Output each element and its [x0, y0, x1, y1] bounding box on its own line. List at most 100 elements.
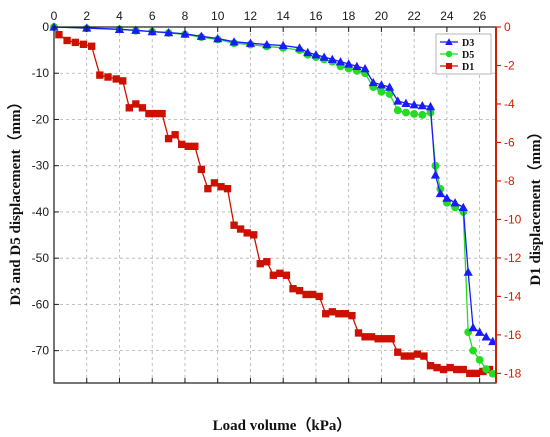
y-left-tick-label: -10 — [32, 66, 50, 80]
data-point-d1 — [96, 71, 104, 79]
x-axis-title: Load volume（kPa） — [213, 416, 352, 434]
data-point-d3 — [463, 267, 473, 276]
x-tick-label: 26 — [473, 9, 487, 23]
data-point-d1 — [87, 42, 96, 50]
data-point-d3 — [335, 57, 346, 66]
data-point-d1 — [374, 335, 382, 343]
data-point-d1 — [151, 109, 160, 118]
data-point-d1 — [394, 348, 402, 356]
y-right-tick-label: -16 — [504, 328, 522, 342]
data-point-d5 — [488, 369, 497, 378]
data-point-d3 — [430, 170, 441, 179]
y-right-tick-label: -8 — [504, 174, 515, 188]
data-point-d1 — [466, 369, 474, 378]
data-point-d1 — [191, 142, 199, 150]
data-point-d3 — [319, 52, 329, 61]
data-point-d1 — [210, 179, 219, 187]
data-point-d3 — [303, 47, 313, 57]
data-point-d3 — [311, 50, 321, 59]
y-right-tick-label: -12 — [504, 251, 522, 265]
y-left-tick-label: -50 — [32, 251, 50, 265]
data-point-d3 — [368, 77, 378, 87]
y-left-tick-label: -30 — [32, 159, 50, 173]
data-point-d1 — [164, 134, 173, 143]
x-tick-label: 24 — [440, 9, 454, 23]
data-point-d3 — [360, 64, 370, 73]
data-point-d1 — [263, 258, 271, 266]
data-point-d3 — [435, 188, 445, 198]
y-left-tick-label: -70 — [32, 344, 50, 358]
data-point-d3 — [131, 25, 141, 34]
y-right-tick-label: -2 — [504, 58, 515, 72]
data-point-d3 — [417, 100, 427, 110]
y-left-tick-label: 0 — [42, 20, 49, 34]
data-point-d5 — [410, 110, 419, 118]
left-y-axis: -70 -60 -50 -40 -30 -20 -10 0 — [32, 20, 59, 358]
data-point-d1 — [256, 260, 264, 268]
data-point-d1 — [178, 140, 186, 149]
data-point-d1 — [184, 142, 192, 150]
data-point-d5 — [482, 365, 491, 374]
data-point-d1 — [315, 292, 323, 301]
data-point-d3 — [180, 29, 190, 38]
data-point-d1 — [158, 109, 166, 118]
data-point-d3 — [245, 38, 256, 47]
data-point-d3 — [352, 61, 362, 70]
left-y-axis-title: D3 and D5 displacement（mm） — [6, 94, 24, 305]
data-point-d1 — [171, 131, 179, 139]
data-point-d3 — [481, 332, 491, 341]
legend-marker-d5 — [445, 50, 453, 58]
data-point-d3 — [262, 39, 272, 49]
data-point-d1 — [459, 365, 467, 374]
data-point-d1 — [269, 271, 278, 279]
x-tick-label: 4 — [116, 9, 123, 23]
x-tick-label: 16 — [309, 9, 323, 23]
data-point-d1 — [354, 329, 363, 337]
data-point-d1 — [132, 100, 140, 108]
data-point-d1 — [387, 335, 395, 343]
data-point-d3 — [376, 80, 387, 89]
data-point-d5 — [431, 161, 440, 170]
data-point-d1 — [308, 290, 317, 299]
y-right-tick-label: -14 — [504, 289, 522, 303]
data-point-d3 — [393, 96, 403, 105]
data-point-d1 — [472, 369, 481, 378]
data-point-d1 — [204, 184, 212, 193]
data-point-d3 — [468, 322, 478, 332]
data-point-d1 — [479, 367, 487, 376]
data-point-d3 — [450, 198, 460, 207]
data-point-d1 — [453, 365, 461, 374]
data-point-d1 — [341, 310, 350, 318]
y-right-tick-label: -4 — [504, 97, 515, 111]
data-point-d1 — [426, 362, 435, 370]
data-point-d1 — [119, 77, 127, 85]
series-line-d3 — [53, 26, 494, 342]
series-d1 — [55, 31, 494, 378]
data-point-d3 — [401, 98, 411, 107]
data-point-d1 — [197, 165, 206, 174]
data-point-d1 — [243, 229, 251, 237]
data-point-d3 — [327, 54, 337, 64]
data-point-d3 — [409, 100, 419, 109]
legend-marker-d3 — [445, 38, 453, 46]
data-point-d3 — [229, 37, 239, 46]
y-left-tick-label: -40 — [32, 205, 50, 219]
data-point-d3 — [278, 40, 288, 50]
data-point-d1 — [420, 352, 428, 360]
y-right-tick-label: -10 — [504, 212, 522, 226]
data-point-d1 — [71, 38, 79, 47]
data-point-d3 — [163, 27, 174, 37]
x-tick-label: 14 — [277, 9, 291, 23]
x-tick-label: 10 — [211, 9, 225, 23]
data-point-d1 — [302, 290, 310, 299]
data-point-d3 — [442, 193, 452, 202]
x-axis: 0 2 4 6 8 10 12 14 16 18 20 22 24 26 — [51, 9, 487, 383]
x-tick-label: 12 — [244, 9, 258, 23]
data-point-d1 — [282, 271, 291, 279]
data-point-d1 — [104, 73, 112, 81]
data-point-d1 — [230, 221, 238, 229]
data-point-d3 — [294, 43, 305, 52]
data-point-d1 — [381, 335, 389, 343]
data-point-d5 — [469, 346, 477, 355]
